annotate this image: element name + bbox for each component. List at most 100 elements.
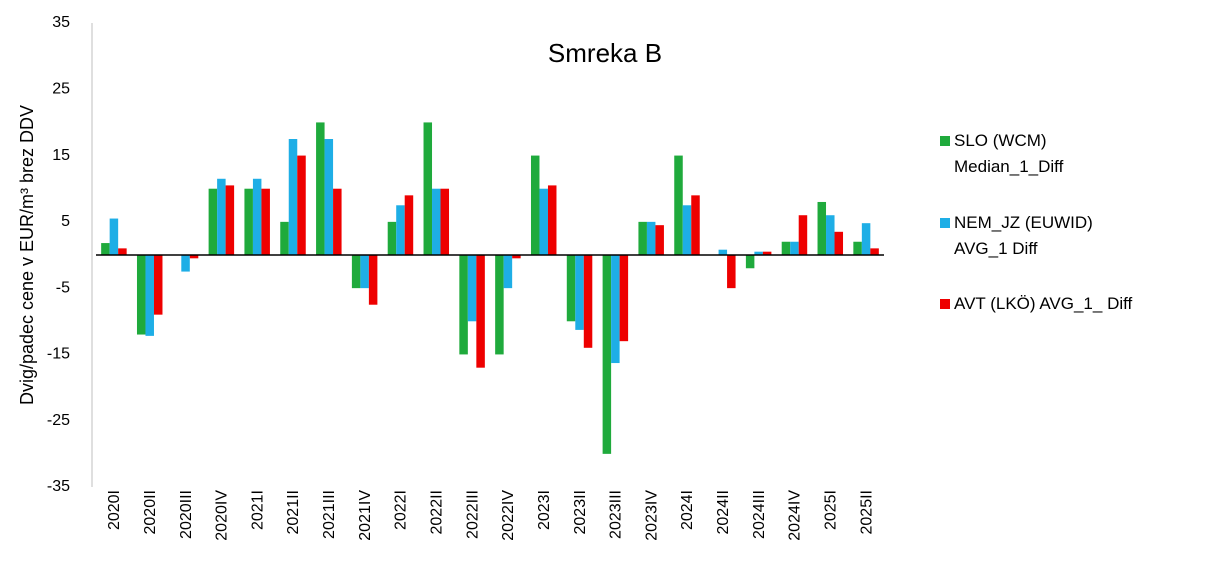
legend-swatch xyxy=(940,136,950,146)
bar xyxy=(440,188,450,255)
legend-swatch xyxy=(940,218,950,228)
legend-item: AVT (LKÖ) AVG_1_ Diff xyxy=(940,291,1200,317)
legend-label: AVT (LKÖ) AVG_1_ Diff xyxy=(954,294,1133,313)
y-tick-label: 5 xyxy=(61,213,70,230)
bar xyxy=(861,223,871,255)
y-tick-label: -35 xyxy=(47,478,70,495)
legend-swatch xyxy=(940,299,950,309)
bar xyxy=(691,195,700,255)
x-tick-label: 2024IV xyxy=(787,490,804,541)
bar xyxy=(333,188,342,255)
bar xyxy=(351,255,361,289)
y-tick-label: 35 xyxy=(52,14,70,31)
bar xyxy=(252,178,262,255)
bar xyxy=(181,255,190,272)
bar xyxy=(280,221,289,255)
bar xyxy=(503,255,513,289)
bar xyxy=(826,215,835,255)
legend-label: SLO (WCM) Median_1_Diff xyxy=(954,131,1064,176)
bar xyxy=(208,188,218,255)
x-tick-label: 2021II xyxy=(285,490,302,534)
bar xyxy=(432,188,441,255)
bar xyxy=(566,255,576,322)
bar xyxy=(360,255,369,289)
bar xyxy=(512,255,521,259)
bar xyxy=(547,185,557,255)
x-tick-label: 2022III xyxy=(464,490,481,539)
bar xyxy=(324,139,334,255)
bar xyxy=(539,188,548,255)
bar xyxy=(495,255,504,355)
x-tick-label: 2020III xyxy=(178,490,195,539)
y-axis-title: Dvig/padec cene v EUR/m³ brez DDV xyxy=(17,105,37,405)
bar xyxy=(101,243,110,255)
bar xyxy=(225,185,235,255)
bar xyxy=(870,248,879,255)
y-tick-label: -25 xyxy=(47,412,70,429)
bar xyxy=(423,122,433,255)
x-tick-label: 2022II xyxy=(428,490,445,534)
x-tick-label: 2024II xyxy=(715,490,732,534)
bar xyxy=(297,155,306,255)
x-tick-label: 2022I xyxy=(393,490,410,530)
bar xyxy=(834,231,844,255)
bar xyxy=(316,122,325,255)
y-tick-label: 25 xyxy=(52,81,70,98)
y-tick-label: -15 xyxy=(47,346,70,363)
bar xyxy=(781,241,791,255)
legend-item: SLO (WCM) Median_1_Diff xyxy=(940,128,1200,180)
bar xyxy=(476,255,485,368)
bar xyxy=(754,251,763,255)
bar xyxy=(817,201,827,255)
bar xyxy=(646,221,656,255)
bar xyxy=(575,255,584,330)
bar xyxy=(638,221,647,255)
x-tick-label: 2023IV xyxy=(643,490,660,541)
bar xyxy=(387,221,397,255)
bar xyxy=(611,255,620,364)
bar xyxy=(153,255,163,315)
x-tick-label: 2023II xyxy=(572,490,589,534)
x-tick-label: 2025II xyxy=(858,490,875,534)
bar xyxy=(261,188,270,255)
x-tick-label: 2021III xyxy=(321,490,338,539)
bar xyxy=(145,255,154,336)
bar xyxy=(655,225,664,255)
bar xyxy=(602,255,612,454)
bar xyxy=(118,248,127,255)
bar xyxy=(682,205,692,255)
x-tick-label: 2021IV xyxy=(357,490,374,541)
x-tick-label: 2023III xyxy=(608,490,625,539)
chart-title: Smreka B xyxy=(548,38,662,68)
x-tick-label: 2020I xyxy=(106,490,123,530)
bar xyxy=(217,178,226,255)
x-tick-label: 2022IV xyxy=(500,490,517,541)
x-tick-label: 2024III xyxy=(751,490,768,539)
bar xyxy=(762,251,772,255)
bar xyxy=(404,195,414,255)
bar xyxy=(288,139,298,255)
bar xyxy=(459,255,468,355)
bar xyxy=(368,255,378,305)
bar xyxy=(530,155,540,255)
bar xyxy=(396,205,405,255)
bar xyxy=(853,241,862,255)
legend-label: NEM_JZ (EUWID) AVG_1 Diff xyxy=(954,213,1093,258)
bar xyxy=(109,218,119,255)
bar xyxy=(718,249,728,255)
bar xyxy=(136,255,146,335)
bar xyxy=(798,215,808,255)
bar xyxy=(244,188,253,255)
x-tick-label: 2024I xyxy=(679,490,696,530)
x-tick-label: 2025I xyxy=(822,490,839,530)
legend-item: NEM_JZ (EUWID) AVG_1 Diff xyxy=(940,210,1200,262)
x-tick-label: 2020II xyxy=(142,490,159,534)
x-tick-label: 2021I xyxy=(249,490,266,530)
bar xyxy=(790,241,799,255)
bar xyxy=(619,255,629,342)
bar xyxy=(674,155,683,255)
bar xyxy=(467,255,477,322)
x-tick-label: 2023I xyxy=(536,490,553,530)
